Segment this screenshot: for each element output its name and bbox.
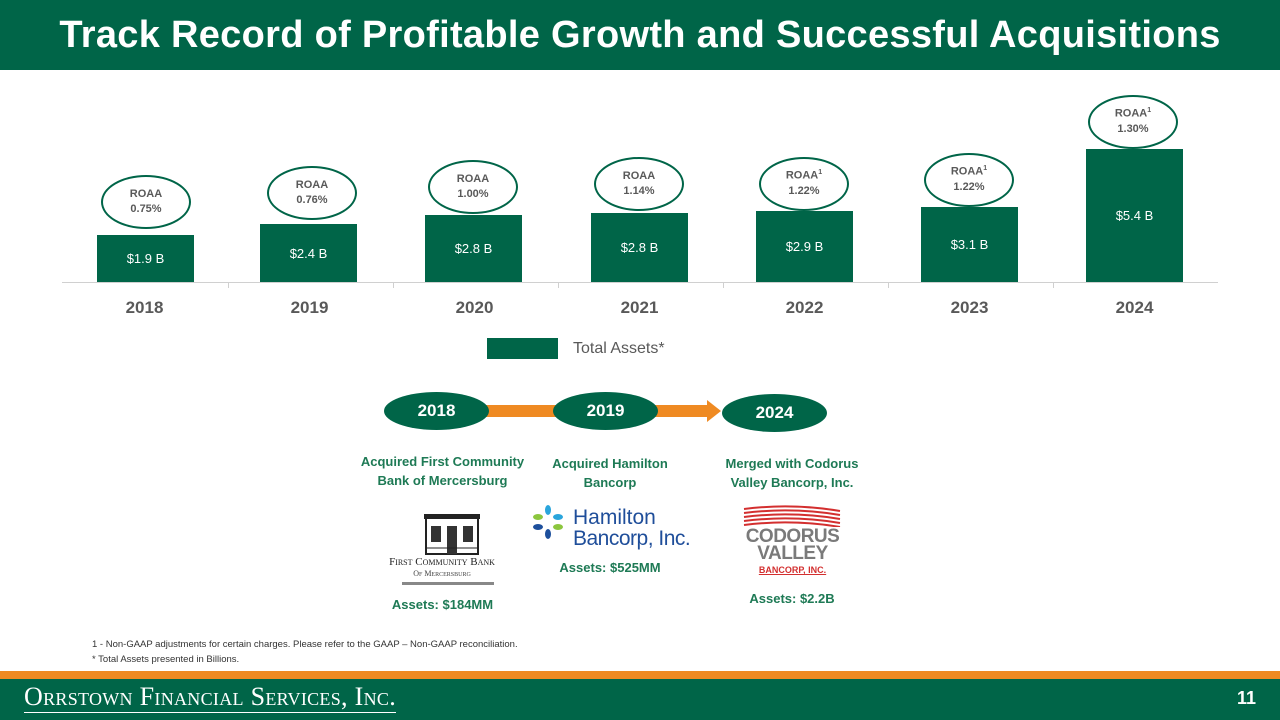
timeline-arrowhead-icon [707, 400, 721, 422]
bar-2018: $1.9 B [97, 235, 194, 282]
axis-tick [393, 282, 394, 288]
footnotes: 1 - Non-GAAP adjustments for certain cha… [92, 637, 518, 667]
acquisition-assets-2019: Assets: $525MM [559, 560, 661, 575]
footnote-2: * Total Assets presented in Billions. [92, 654, 240, 666]
axis-tick [723, 282, 724, 288]
bank-building-icon [424, 514, 480, 555]
timeline-node-2018: 2018 [384, 392, 489, 430]
footnote-1: 1 - Non-GAAP adjustments for certain cha… [92, 639, 518, 650]
roaa-callout-2020: ROAA 1.00% [428, 160, 518, 214]
logo-text: CODORUS [745, 526, 840, 547]
roaa-callout-2018: ROAA 0.75% [101, 175, 191, 229]
year-label-2022: 2022 [785, 298, 824, 317]
axis-tick [228, 282, 229, 288]
bar-2022: $2.9 B [756, 211, 853, 282]
acquisition-title-2019: Acquired Hamilton Bancorp [552, 456, 668, 490]
axis-tick [888, 282, 889, 288]
roaa-label: ROAA [456, 172, 490, 185]
x-axis [62, 282, 1218, 283]
roaa-value: 1.22% [788, 185, 820, 198]
bar-2023: $3.1 B [921, 207, 1018, 282]
first-community-bank-logo: First Community Bank Of Mercersburg [362, 512, 522, 587]
acquisition-assets-2024: Assets: $2.2B [749, 591, 835, 606]
roaa-label: ROAA [295, 178, 329, 191]
roaa-label: ROAA1 [950, 165, 988, 178]
timeline-node-2019: 2019 [553, 392, 658, 430]
chart-legend: Total Assets* [487, 338, 665, 359]
roaa-value: 1.30% [1117, 123, 1149, 136]
roaa-callout-2021: ROAA 1.14% [594, 157, 684, 211]
year-label-2018: 2018 [125, 298, 164, 317]
year-label-2020: 2020 [455, 298, 494, 317]
bar-2020: $2.8 B [425, 215, 522, 282]
roaa-value: 0.75% [130, 203, 162, 215]
year-label-2021: 2021 [620, 298, 659, 317]
axis-tick [558, 282, 559, 288]
footer-accent-line [0, 671, 1280, 679]
acquisition-assets-2018: Assets: $184MM [391, 597, 494, 612]
logo-subtext: Bancorp, Inc. [573, 527, 691, 550]
year-label-2023: 2023 [950, 298, 989, 317]
bar-2024: $5.4 B [1086, 149, 1183, 282]
logo-divider [402, 582, 494, 585]
logo-text-2: VALLEY [757, 543, 828, 564]
roaa-callout-2024: ROAA1 1.30% [1088, 95, 1178, 149]
legend-label: Total Assets* [573, 339, 665, 357]
roaa-value: 1.14% [623, 185, 655, 197]
roaa-value: 0.76% [296, 194, 328, 206]
year-label-2019: 2019 [290, 298, 329, 317]
acquisition-title-2018: Acquired First Community Bank of Mercers… [360, 454, 525, 488]
total-assets-bar-chart: ROAA 0.75% $1.9 B 2018 ROAA 0.76% $2.4 B… [62, 80, 1218, 330]
legend-swatch-total-assets [487, 338, 558, 359]
slide-title: Track Record of Profitable Growth and Su… [0, 0, 1280, 70]
axis-tick [1053, 282, 1054, 288]
logo-text: First Community Bank [389, 556, 495, 568]
roaa-callout-2022: ROAA1 1.22% [759, 157, 849, 211]
roaa-label: ROAA1 [785, 169, 823, 182]
year-label-2024: 2024 [1115, 298, 1154, 317]
page-number: 11 [1236, 688, 1256, 708]
roaa-callout-2023: ROAA1 1.22% [924, 153, 1014, 207]
footer-bar: Orrstown Financial Services, Inc. 11 [0, 679, 1280, 720]
bar-2021: $2.8 B [591, 213, 688, 282]
logo-subtext: BANCORP, INC. [758, 565, 827, 575]
roaa-callout-2019: ROAA 0.76% [267, 166, 357, 220]
roaa-label: ROAA [622, 169, 656, 182]
roaa-value: 1.22% [953, 181, 985, 194]
company-brand: Orrstown Financial Services, Inc. [24, 682, 396, 713]
logo-subtext: Of Mercersburg [413, 569, 471, 578]
roaa-label: ROAA [129, 187, 163, 200]
bar-2019: $2.4 B [260, 224, 357, 282]
codorus-valley-logo: CODORUS VALLEY BANCORP, INC. [740, 505, 845, 580]
roaa-value: 1.00% [457, 188, 489, 200]
timeline-node-2024: 2024 [722, 394, 827, 432]
logo-text: Hamilton [573, 506, 656, 529]
codorus-waves-icon [743, 505, 841, 527]
acquisition-title-2024: Merged with Codorus Valley Bancorp, Inc. [725, 456, 859, 490]
hamilton-bancorp-logo: Hamilton Bancorp, Inc. [533, 503, 693, 553]
roaa-label: ROAA1 [1114, 107, 1152, 120]
hamilton-star-icon [533, 505, 563, 539]
